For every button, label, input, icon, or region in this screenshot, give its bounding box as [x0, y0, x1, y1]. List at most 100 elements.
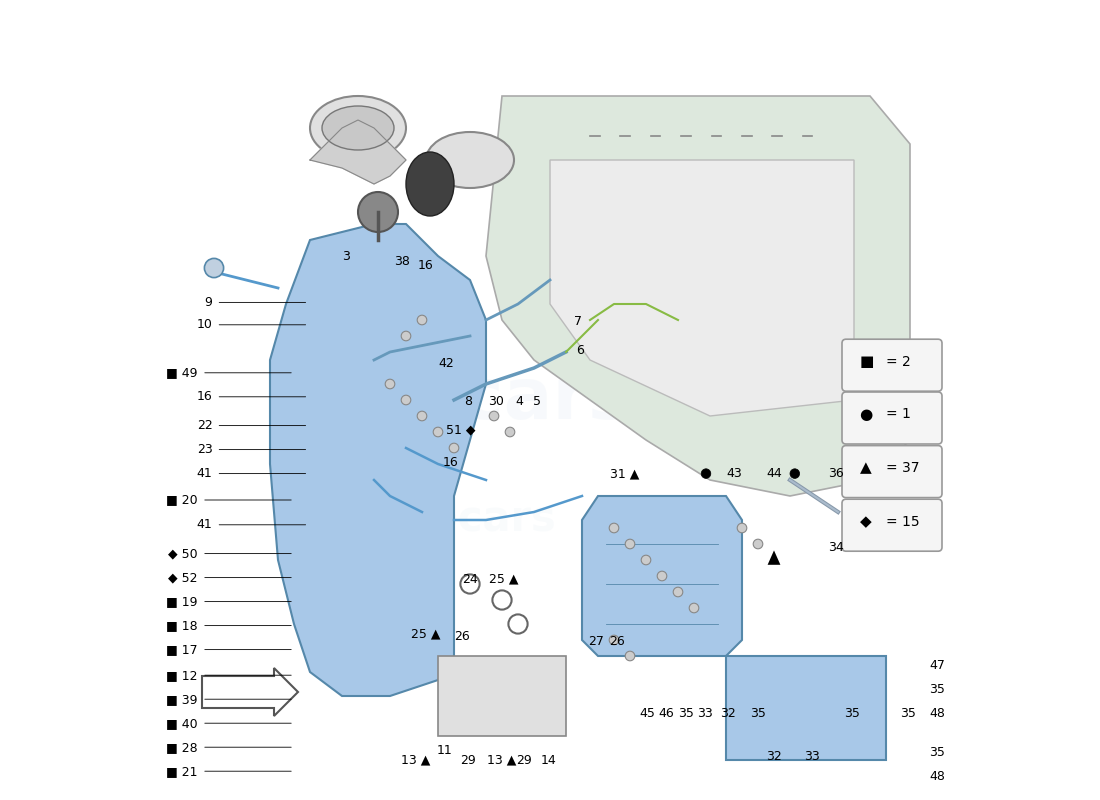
Text: 35: 35	[845, 707, 860, 720]
Circle shape	[402, 395, 410, 405]
Text: 26: 26	[454, 630, 470, 642]
Text: ▲: ▲	[859, 461, 871, 475]
Text: = 1: = 1	[886, 407, 911, 422]
Text: 44: 44	[766, 467, 782, 480]
Circle shape	[205, 258, 223, 278]
Polygon shape	[310, 120, 406, 184]
Text: 35: 35	[930, 746, 945, 758]
Text: 5: 5	[534, 395, 541, 408]
Circle shape	[690, 603, 698, 613]
Text: 13 ▲: 13 ▲	[487, 754, 517, 766]
Text: ■: ■	[859, 354, 874, 369]
Text: 43: 43	[726, 467, 741, 480]
Text: 30: 30	[487, 395, 504, 408]
Polygon shape	[202, 668, 298, 716]
Ellipse shape	[322, 106, 394, 150]
Text: ■ 20: ■ 20	[166, 494, 198, 506]
Text: ■ 18: ■ 18	[166, 619, 198, 632]
Polygon shape	[270, 224, 486, 696]
Text: 41: 41	[197, 467, 212, 480]
Circle shape	[790, 469, 800, 478]
Polygon shape	[582, 496, 742, 656]
Text: 33: 33	[804, 750, 821, 763]
Text: 8: 8	[464, 395, 472, 408]
Text: 45: 45	[639, 707, 656, 720]
Polygon shape	[486, 96, 910, 496]
Text: = 37: = 37	[886, 461, 920, 475]
Text: 3: 3	[342, 250, 350, 262]
Text: ◆ 50: ◆ 50	[168, 547, 198, 560]
Circle shape	[417, 411, 427, 421]
Text: 16: 16	[418, 259, 433, 272]
Circle shape	[609, 635, 619, 645]
Polygon shape	[726, 656, 886, 760]
Circle shape	[433, 427, 443, 437]
Circle shape	[641, 555, 651, 565]
Circle shape	[754, 539, 762, 549]
Circle shape	[625, 651, 635, 661]
Text: 23: 23	[197, 443, 212, 456]
Text: ■ 19: ■ 19	[166, 595, 198, 608]
FancyBboxPatch shape	[842, 499, 942, 551]
Text: ■ 21: ■ 21	[166, 765, 198, 778]
Text: 33: 33	[697, 707, 713, 720]
Text: eurocars: eurocars	[352, 499, 557, 541]
Text: 13 ▲: 13 ▲	[400, 754, 430, 766]
Circle shape	[358, 192, 398, 232]
Circle shape	[657, 571, 667, 581]
FancyBboxPatch shape	[842, 339, 942, 391]
Text: 7: 7	[574, 315, 582, 328]
Text: ◆: ◆	[859, 514, 871, 529]
Circle shape	[490, 411, 498, 421]
Text: 32: 32	[719, 707, 735, 720]
Text: 51 ◆: 51 ◆	[446, 424, 475, 437]
Circle shape	[673, 587, 683, 597]
Text: 22: 22	[197, 419, 212, 432]
Text: 25 ▲: 25 ▲	[411, 627, 441, 640]
Text: 42: 42	[438, 358, 454, 370]
Circle shape	[402, 331, 410, 341]
FancyBboxPatch shape	[842, 392, 942, 444]
Ellipse shape	[406, 152, 454, 216]
Text: 10: 10	[197, 318, 212, 331]
Text: 4: 4	[516, 395, 524, 408]
Text: ■ 40: ■ 40	[166, 717, 198, 730]
Circle shape	[609, 523, 619, 533]
Polygon shape	[550, 160, 854, 416]
Text: 34: 34	[828, 541, 844, 554]
Circle shape	[701, 469, 711, 478]
Text: 9: 9	[205, 296, 212, 309]
Text: ■ 12: ■ 12	[166, 669, 198, 682]
Text: ■ 49: ■ 49	[166, 366, 198, 379]
Text: = 2: = 2	[886, 354, 911, 369]
Text: 48: 48	[930, 707, 945, 720]
Polygon shape	[438, 656, 566, 736]
Ellipse shape	[310, 96, 406, 160]
Text: 31 ▲: 31 ▲	[610, 467, 639, 480]
Text: ●: ●	[859, 407, 873, 422]
Text: 16: 16	[197, 390, 212, 403]
Text: 16: 16	[443, 456, 459, 469]
Text: 41: 41	[197, 518, 212, 531]
Text: 26: 26	[609, 635, 625, 648]
Text: 47: 47	[930, 659, 945, 672]
Text: ◆ 52: ◆ 52	[168, 571, 198, 584]
Circle shape	[625, 539, 635, 549]
Text: ■ 17: ■ 17	[166, 643, 198, 656]
Circle shape	[505, 427, 515, 437]
FancyBboxPatch shape	[842, 446, 942, 498]
Text: 27: 27	[588, 635, 604, 648]
Text: 25 ▲: 25 ▲	[488, 573, 518, 586]
Text: 38: 38	[394, 255, 410, 268]
Text: 35: 35	[750, 707, 766, 720]
Text: 29: 29	[461, 754, 476, 766]
Circle shape	[385, 379, 395, 389]
Text: 32: 32	[766, 750, 782, 763]
Text: 35: 35	[930, 683, 945, 696]
Text: ■ 39: ■ 39	[166, 693, 198, 706]
Polygon shape	[768, 550, 780, 565]
Text: 24: 24	[462, 573, 477, 586]
Circle shape	[449, 443, 459, 453]
Text: eurocars: eurocars	[276, 366, 632, 434]
Text: 29: 29	[516, 754, 531, 766]
